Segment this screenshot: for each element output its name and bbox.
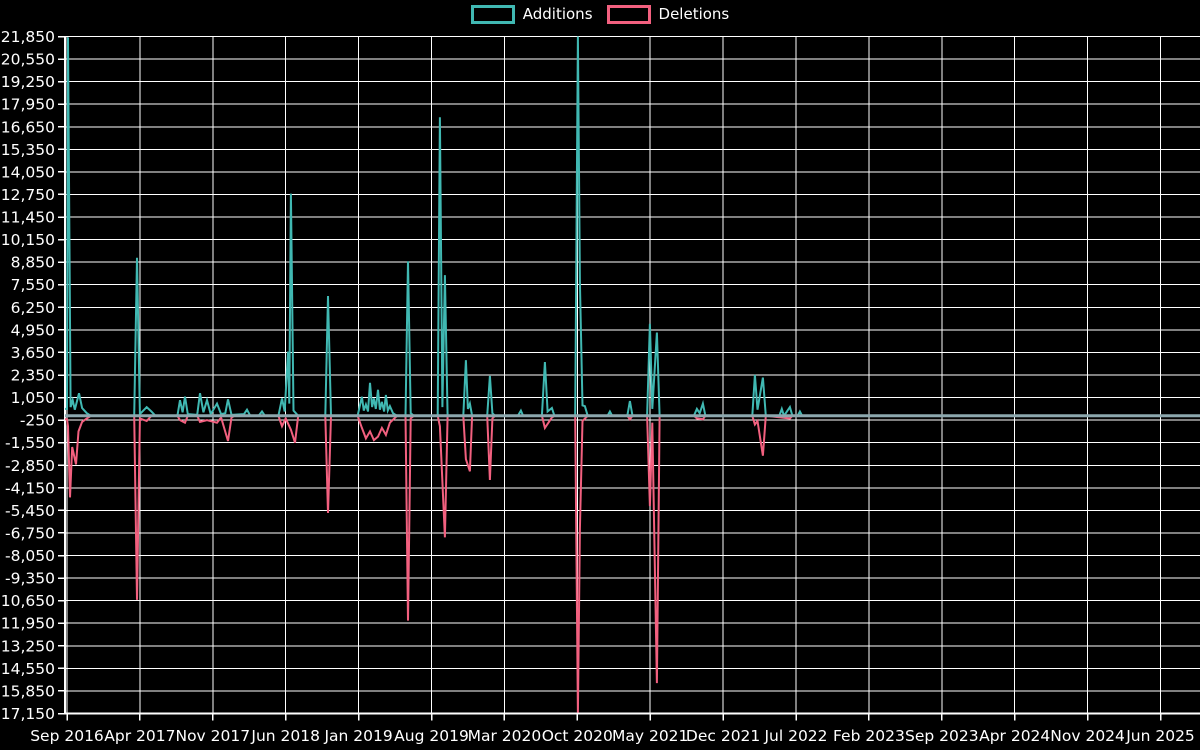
deletions-swatch <box>606 5 651 24</box>
svg-text:17,950: 17,950 <box>1 96 55 114</box>
svg-text:-14,550: -14,550 <box>0 660 55 678</box>
svg-text:Sep 2016: Sep 2016 <box>30 727 104 745</box>
svg-text:-4,150: -4,150 <box>5 479 55 497</box>
svg-text:Sep 2023: Sep 2023 <box>905 727 979 745</box>
svg-text:10,150: 10,150 <box>1 231 55 249</box>
svg-text:-9,350: -9,350 <box>5 570 55 588</box>
gridlines <box>65 36 1200 714</box>
svg-text:21,850: 21,850 <box>1 28 55 46</box>
svg-text:3,650: 3,650 <box>11 344 55 362</box>
axes <box>58 35 1200 721</box>
svg-text:6,250: 6,250 <box>11 299 55 317</box>
svg-text:15,350: 15,350 <box>1 141 55 159</box>
x-tick-labels: Sep 2016 Apr 2017 Nov 2017 Jun 2018 Jan 2019… <box>30 727 1195 745</box>
svg-text:Mar 2020: Mar 2020 <box>468 727 542 745</box>
svg-text:Jul 2022: Jul 2022 <box>763 727 827 745</box>
svg-text:20,550: 20,550 <box>1 51 55 69</box>
chart-legend: Additions Deletions <box>0 5 1200 24</box>
svg-text:Oct 2020: Oct 2020 <box>542 727 613 745</box>
svg-text:-250: -250 <box>20 412 55 430</box>
svg-text:Feb 2023: Feb 2023 <box>833 727 905 745</box>
svg-text:Nov 2024: Nov 2024 <box>1050 727 1125 745</box>
svg-text:May 2021: May 2021 <box>612 727 688 745</box>
svg-text:-1,550: -1,550 <box>5 434 55 452</box>
svg-text:-5,450: -5,450 <box>5 502 55 520</box>
svg-text:Dec 2021: Dec 2021 <box>686 727 760 745</box>
svg-text:-11,950: -11,950 <box>0 615 55 633</box>
svg-text:4,950: 4,950 <box>11 321 55 339</box>
svg-text:Aug 2019: Aug 2019 <box>394 727 469 745</box>
svg-text:Nov 2017: Nov 2017 <box>175 727 250 745</box>
svg-text:2,350: 2,350 <box>11 367 55 385</box>
deletions-legend-label: Deletions <box>658 5 730 23</box>
svg-text:7,550: 7,550 <box>11 276 55 294</box>
svg-text:-10,650: -10,650 <box>0 592 55 610</box>
additions-line <box>65 36 1200 419</box>
svg-text:Apr 2017: Apr 2017 <box>104 727 175 745</box>
svg-text:-6,750: -6,750 <box>5 524 55 542</box>
svg-text:16,650: 16,650 <box>1 118 55 136</box>
y-tick-labels: 21,850 20,550 19,250 17,950 16,650 15,350 14,0… <box>0 28 55 723</box>
svg-text:-8,050: -8,050 <box>5 547 55 565</box>
svg-text:-15,850: -15,850 <box>0 682 55 700</box>
legend-item-deletions[interactable]: Deletions <box>606 5 730 24</box>
svg-text:Apr 2024: Apr 2024 <box>979 727 1050 745</box>
svg-text:Jan 2019: Jan 2019 <box>323 727 392 745</box>
svg-text:Jun 2018: Jun 2018 <box>250 727 320 745</box>
legend-item-additions[interactable]: Additions <box>470 5 593 24</box>
svg-text:Jun 2025: Jun 2025 <box>1125 727 1195 745</box>
additions-swatch <box>470 5 515 24</box>
svg-text:19,250: 19,250 <box>1 73 55 91</box>
additions-legend-label: Additions <box>522 5 593 23</box>
svg-text:8,850: 8,850 <box>11 254 55 272</box>
svg-text:12,750: 12,750 <box>1 186 55 204</box>
svg-text:14,050: 14,050 <box>1 163 55 181</box>
svg-text:1,050: 1,050 <box>11 389 55 407</box>
svg-text:-13,250: -13,250 <box>0 637 55 655</box>
svg-text:11,450: 11,450 <box>1 209 55 227</box>
svg-text:-2,850: -2,850 <box>5 457 55 475</box>
svg-text:-17,150: -17,150 <box>0 705 55 723</box>
